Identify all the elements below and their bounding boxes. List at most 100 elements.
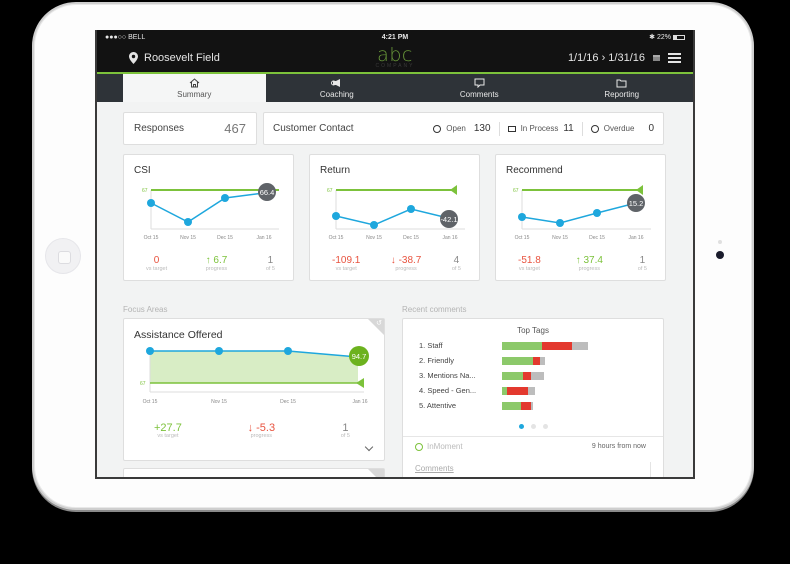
comment-time: 9 hours from now (591, 443, 646, 450)
app-screen: ●●●○○ BELL 4:21 PM ✱ 22% Roosevelt Field… (95, 30, 695, 479)
battery-percent: 22% (656, 34, 671, 41)
tab-label: Summary (177, 89, 212, 99)
divider (498, 121, 500, 136)
svg-text:Nov 15: Nov 15 (180, 235, 196, 241)
tab-bar: Summary Coaching Comments Reporting (97, 74, 693, 102)
metric-title: Recommend (506, 165, 563, 176)
tab-label: Coaching (319, 89, 354, 99)
responses-card[interactable]: Responses 467 (123, 112, 257, 145)
svg-text:Nov 15: Nov 15 (366, 235, 382, 241)
rank-value: 1 (267, 255, 274, 266)
metric-title: Return (320, 165, 351, 176)
svg-text:Jan 16: Jan 16 (352, 399, 367, 405)
chevron-down-icon[interactable] (364, 442, 374, 452)
tab-summary[interactable]: Summary (123, 74, 266, 102)
summary-content: Responses 467 Customer Contact Open 130 … (97, 104, 693, 477)
flip-corner[interactable] (368, 469, 384, 477)
svg-text:Jan 16: Jan 16 (256, 235, 271, 241)
csi-line-chart: 67 66.4 Oct 15 Nov 15 Dec 15 Jan 16 (142, 183, 279, 241)
megaphone-icon (331, 78, 341, 87)
open-label: Open (446, 124, 466, 133)
customer-contact-card[interactable]: Customer Contact Open 130 In Process 11 … (263, 112, 664, 145)
svg-text:67: 67 (513, 188, 519, 194)
assistance-area-chart: 67 94.7 Oct 15 Nov 15 Dec 15 Jan 16 (140, 346, 369, 405)
svg-text:Dec 15: Dec 15 (403, 235, 419, 241)
metric-title: CSI (134, 165, 151, 176)
page-dot[interactable] (530, 424, 536, 429)
flip-corner[interactable] (368, 319, 384, 335)
vs-target-label: vs target (157, 433, 179, 439)
vs-target-label: vs target (335, 266, 357, 272)
tag-row[interactable]: 1. Staff (419, 341, 588, 350)
progress-label: progress (578, 266, 600, 272)
tag-row[interactable]: 2. Friendly (419, 356, 545, 365)
tag-sentiment-bar (502, 401, 533, 410)
tag-row[interactable]: 4. Speed - Gen... (419, 386, 535, 395)
svg-text:Jan 16: Jan 16 (628, 235, 643, 241)
comments-link[interactable]: Comments (415, 464, 454, 473)
folder-icon (507, 125, 516, 132)
customer-contact-label: Customer Contact (273, 123, 354, 134)
location-name: Roosevelt Field (144, 52, 220, 64)
speech-bubble-icon (474, 78, 485, 88)
in-process-status[interactable]: In Process 11 (507, 123, 574, 134)
overdue-status[interactable]: Overdue 0 (590, 123, 654, 134)
tab-reporting[interactable]: Reporting (551, 74, 694, 102)
progress-label: progress (395, 266, 417, 272)
in-process-label: In Process (520, 124, 559, 133)
svg-text:Oct 15: Oct 15 (329, 235, 344, 241)
svg-text:67: 67 (327, 188, 333, 194)
vs-target-value: -109.1 (332, 255, 361, 266)
vs-target-label: vs target (518, 266, 540, 272)
tag-name: 3. Mentions Na... (419, 371, 476, 380)
recent-comments-card: Top Tags 1. Staff 2. Friendly 3. Mention… (402, 318, 664, 477)
svg-text:66.4: 66.4 (260, 188, 275, 197)
csi-card[interactable]: CSI 67 66.4 Oct 15 Nov 15 Dec 15 Jan 16 0 vs… (123, 154, 294, 281)
svg-text:94.7: 94.7 (352, 352, 367, 361)
page-dot[interactable] (542, 424, 548, 429)
overdue-count: 0 (648, 123, 654, 134)
tag-name: 4. Speed - Gen... (419, 386, 477, 395)
tag-row[interactable]: 5. Attentive (419, 401, 533, 410)
open-status[interactable]: Open 130 (433, 123, 491, 134)
rank-label: of 5 (265, 266, 275, 272)
svg-text:Dec 15: Dec 15 (217, 235, 233, 241)
overdue-label: Overdue (603, 124, 635, 133)
progress-label: progress (250, 433, 273, 439)
hamburger-menu-icon[interactable] (668, 53, 681, 63)
rank-label: of 5 (340, 433, 350, 439)
location-selector[interactable]: Roosevelt Field (129, 52, 220, 64)
progress-value: ↑ 6.7 (205, 255, 228, 266)
divider (650, 462, 651, 477)
focus-area-title: Assistance Offered (134, 329, 223, 341)
tag-row[interactable]: 3. Mentions Na... (419, 371, 544, 380)
progress-value: ↓ -38.7 (390, 255, 422, 266)
carousel-pagination[interactable] (403, 424, 663, 429)
svg-text:Nov 15: Nov 15 (211, 399, 227, 405)
focus-area-card-2[interactable] (123, 468, 385, 477)
tag-name: 5. Attentive (419, 401, 457, 410)
alert-icon (433, 124, 442, 133)
svg-text:Dec 15: Dec 15 (589, 235, 605, 241)
home-icon (189, 77, 200, 87)
tag-name: 1. Staff (419, 341, 443, 350)
battery-indicator: ✱ 22% (649, 33, 685, 41)
focus-area-card[interactable]: Assistance Offered ↺ 67 94.7 Oct 15 Nov 1… (123, 318, 385, 461)
in-process-count: 11 (563, 123, 574, 134)
return-line-chart: 67 -42.1 Oct 15 Nov 15 Dec 15 Jan 16 (327, 185, 465, 241)
undo-icon[interactable]: ↺ (376, 320, 382, 327)
return-card[interactable]: Return 67 -42.1 Oct 15 Nov 15 Dec 15 Jan 16… (309, 154, 480, 281)
recommend-card[interactable]: Recommend 67 15.2 Oct 15 Nov 15 Dec 15 Jan … (495, 154, 666, 281)
svg-text:Oct 15: Oct 15 (515, 235, 530, 241)
page-dot-active[interactable] (518, 424, 524, 429)
calendar-icon[interactable] (653, 55, 660, 61)
rank-label: of 5 (637, 266, 647, 272)
source-ring-icon (415, 442, 423, 451)
svg-text:67: 67 (140, 381, 146, 387)
rank-value: 1 (342, 422, 349, 434)
home-button[interactable] (45, 238, 81, 274)
status-bar: ●●●○○ BELL 4:21 PM ✱ 22% (97, 30, 693, 44)
date-range[interactable]: 1/1/16 › 1/31/16 (567, 52, 645, 64)
tab-comments[interactable]: Comments (408, 74, 551, 102)
tab-coaching[interactable]: Coaching (266, 74, 409, 102)
